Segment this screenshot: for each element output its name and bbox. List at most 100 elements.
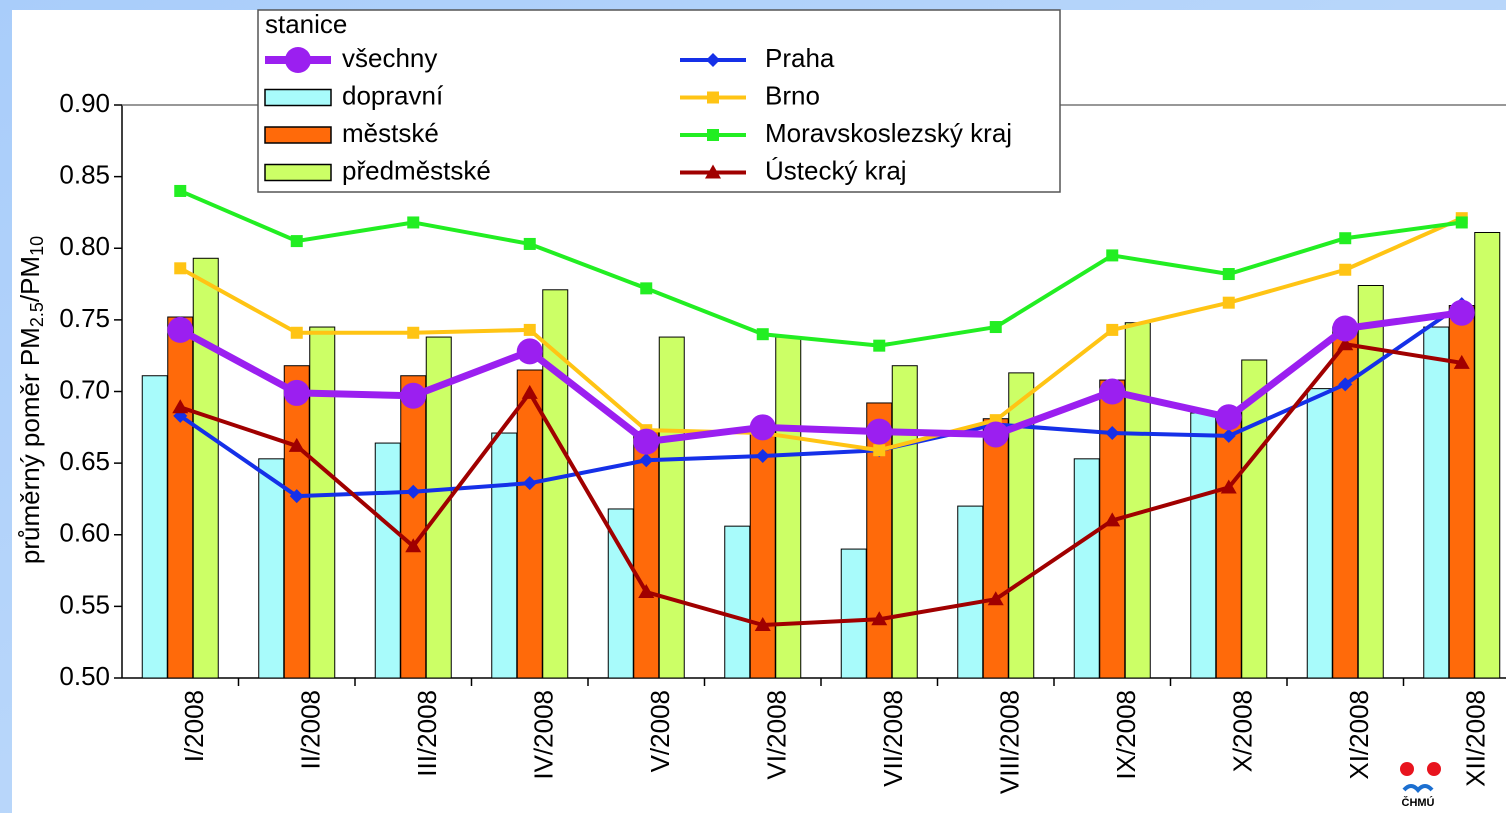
point xyxy=(289,489,304,504)
bar xyxy=(192,257,219,679)
legend-label: Brno xyxy=(765,80,820,110)
point xyxy=(290,326,303,339)
legend-label: Moravskoslezský kraj xyxy=(765,118,1012,148)
y-tick-label: 0.75 xyxy=(59,303,110,333)
legend-label: městské xyxy=(342,118,439,148)
point xyxy=(633,428,660,455)
line xyxy=(179,189,1463,348)
point xyxy=(638,584,655,599)
legend-label: dopravní xyxy=(342,80,444,110)
bar xyxy=(309,326,336,679)
point xyxy=(756,328,769,341)
bar xyxy=(891,365,918,679)
bar xyxy=(516,369,543,679)
y-tick-label: 0.50 xyxy=(59,661,110,691)
x-tick-label: II/2008 xyxy=(296,690,326,770)
legend: stanice všechny dopravní městské předměstsk… xyxy=(257,9,1061,193)
y-tick-label: 0.60 xyxy=(59,518,110,548)
bar xyxy=(374,442,401,679)
point xyxy=(1215,404,1242,431)
legend-label: Praha xyxy=(765,43,835,73)
bar xyxy=(1124,322,1151,679)
point xyxy=(1448,299,1475,326)
y-tick-label: 0.70 xyxy=(59,374,110,404)
point xyxy=(1106,249,1119,262)
logo: ČHMÚ xyxy=(1400,762,1441,809)
point xyxy=(283,379,310,406)
point xyxy=(174,184,187,197)
line xyxy=(179,302,1463,499)
bar xyxy=(1073,458,1100,679)
y-tick-label: 0.80 xyxy=(59,231,110,261)
point xyxy=(1222,296,1235,309)
point xyxy=(400,382,427,409)
point xyxy=(1337,336,1354,351)
point xyxy=(172,399,189,414)
bar xyxy=(400,375,427,679)
plot: 0.50 0.55 0.60 0.65 0.70 0.75 0.80 0.85 0.90 I/20… xyxy=(59,88,1506,794)
point xyxy=(866,418,893,445)
point xyxy=(871,611,888,626)
y-tick-label: 0.85 xyxy=(59,160,110,190)
bar xyxy=(542,289,569,679)
x-tick-label: IX/2008 xyxy=(1111,690,1141,780)
bar xyxy=(167,316,194,679)
point xyxy=(522,476,537,491)
bar xyxy=(1215,412,1242,679)
y-tick-label: 0.90 xyxy=(59,88,110,118)
point xyxy=(523,323,536,336)
point xyxy=(1222,268,1235,281)
x-tick-label: XI/2008 xyxy=(1344,690,1374,780)
x-tick-label: V/2008 xyxy=(645,690,675,772)
legend-swatch xyxy=(264,126,332,144)
bar xyxy=(775,336,802,679)
point xyxy=(1455,216,1468,229)
legend-label: předměstské xyxy=(342,155,491,185)
legend-marker xyxy=(285,47,311,73)
point xyxy=(407,216,420,229)
point xyxy=(989,321,1002,334)
y-label-sub: 10 xyxy=(27,236,47,256)
y-tick-label: 0.55 xyxy=(59,589,110,619)
point xyxy=(1099,378,1126,405)
bar xyxy=(258,458,285,679)
bar xyxy=(633,431,660,679)
x-tick-label: VI/2008 xyxy=(762,690,792,780)
bar xyxy=(658,336,685,679)
y-label-sub: 2.5 xyxy=(27,302,47,327)
point xyxy=(407,326,420,339)
line xyxy=(179,216,1463,453)
x-tick-label: IV/2008 xyxy=(529,690,559,780)
bar xyxy=(1474,231,1501,679)
point xyxy=(1339,232,1352,245)
y-label-part: průměrný poměr PM xyxy=(15,327,45,564)
bar xyxy=(1357,284,1384,679)
legend-marker xyxy=(707,91,719,104)
x-tick-label: I/2008 xyxy=(179,690,209,762)
bar xyxy=(141,375,168,679)
x-tick-label: VII/2008 xyxy=(878,690,908,787)
y-tick-label: 0.65 xyxy=(59,446,110,476)
x-tick-label: XII/2008 xyxy=(1461,690,1491,787)
y-label-part: /PM xyxy=(15,256,45,302)
bar xyxy=(1099,379,1126,679)
point xyxy=(1221,428,1236,443)
point xyxy=(755,448,770,463)
point xyxy=(639,453,654,468)
x-tick-label: III/2008 xyxy=(412,690,442,777)
bar xyxy=(840,548,867,679)
point xyxy=(754,616,771,631)
bar xyxy=(283,365,310,679)
legend-title: stanice xyxy=(265,9,347,39)
point xyxy=(873,444,886,457)
x-tick-label: X/2008 xyxy=(1228,690,1258,772)
bar xyxy=(957,505,984,679)
bar xyxy=(1423,326,1450,679)
point xyxy=(167,316,194,343)
bar xyxy=(1241,359,1268,679)
line xyxy=(179,342,1463,627)
point xyxy=(523,237,536,250)
bar xyxy=(1190,412,1217,679)
point xyxy=(1105,426,1120,441)
